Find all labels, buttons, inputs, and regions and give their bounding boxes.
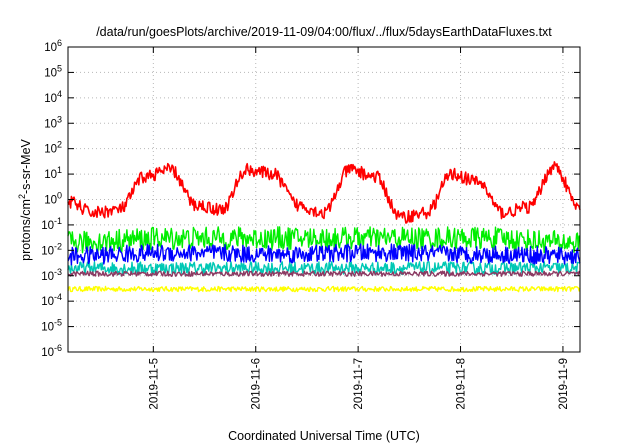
y-tick-label: 10-1 bbox=[41, 216, 62, 232]
x-axis-label: Coordinated Universal Time (UTC) bbox=[228, 429, 420, 443]
x-tick-label: 2019-11-7 bbox=[353, 358, 365, 410]
x-tick-label: 2019-11-6 bbox=[251, 358, 263, 410]
x-tick-label: 2019-11-8 bbox=[456, 358, 468, 410]
series-line-4 bbox=[67, 270, 581, 277]
series-line-0 bbox=[67, 161, 581, 224]
y-tick-label: 102 bbox=[44, 140, 62, 156]
series-line-2 bbox=[67, 243, 581, 266]
y-axis-label: protons/cm2-s-sr-MeV bbox=[17, 138, 33, 260]
y-axis-label-sup: 2 bbox=[17, 194, 27, 199]
y-axis-label-part1: protons/cm bbox=[19, 199, 33, 261]
y-tick-label: 10-3 bbox=[41, 267, 62, 283]
y-tick-label: 10-6 bbox=[41, 343, 62, 359]
chart-title: /data/run/goesPlots/archive/2019-11-09/0… bbox=[96, 25, 552, 39]
y-tick-label: 101 bbox=[44, 165, 62, 181]
series-layer bbox=[67, 161, 581, 293]
x-tick-label: 2019-11-5 bbox=[148, 358, 160, 410]
y-tick-label: 103 bbox=[44, 114, 62, 130]
x-tick-label: 2019-11-9 bbox=[558, 358, 570, 410]
y-tick-label: 10-4 bbox=[41, 292, 62, 308]
series-line-5 bbox=[67, 285, 581, 293]
series-line-1 bbox=[67, 226, 581, 254]
y-tick-label: 105 bbox=[44, 63, 62, 79]
y-tick-label: 106 bbox=[44, 38, 62, 54]
y-tick-label: 10-2 bbox=[41, 241, 62, 257]
y-tick-label: 100 bbox=[44, 191, 62, 207]
y-tick-label: 104 bbox=[44, 89, 62, 105]
y-tick-label: 10-5 bbox=[41, 318, 62, 334]
x-axis: 2019-11-5 2019-11-6 2019-11-7 2019-11-8 2019… bbox=[148, 47, 570, 410]
grid-lines bbox=[68, 47, 580, 352]
y-axis: 106 105 104 103 102 101 100 10-1 10-2 10-3 10-4 10-… bbox=[41, 38, 580, 359]
y-axis-label-part2: -s-sr-MeV bbox=[19, 138, 33, 194]
